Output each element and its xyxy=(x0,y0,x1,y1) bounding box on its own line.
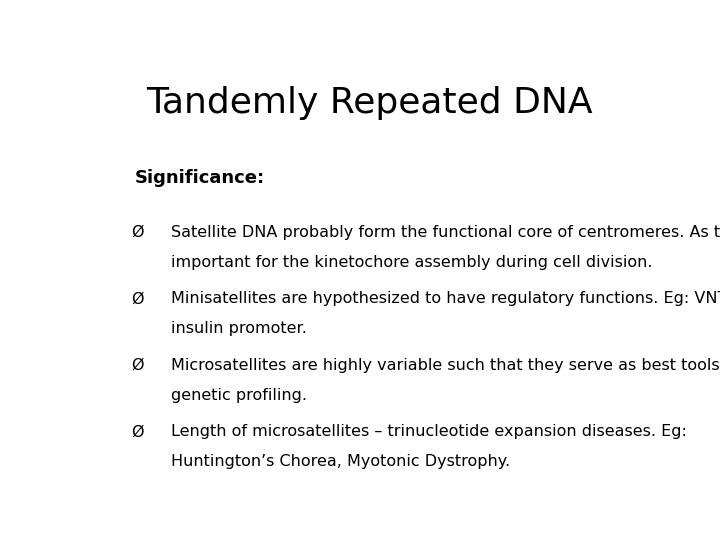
Text: Satellite DNA probably form the functional core of centromeres. As they are: Satellite DNA probably form the function… xyxy=(171,225,720,240)
Text: Huntington’s Chorea, Myotonic Dystrophy.: Huntington’s Chorea, Myotonic Dystrophy. xyxy=(171,454,510,469)
Text: Ø: Ø xyxy=(131,358,144,373)
Text: important for the kinetochore assembly during cell division.: important for the kinetochore assembly d… xyxy=(171,255,652,270)
Text: Ø: Ø xyxy=(131,225,144,240)
Text: insulin promoter.: insulin promoter. xyxy=(171,321,307,336)
Text: genetic profiling.: genetic profiling. xyxy=(171,388,307,403)
Text: Tandemly Repeated DNA: Tandemly Repeated DNA xyxy=(145,85,593,119)
Text: Ø: Ø xyxy=(131,292,144,306)
Text: Microsatellites are highly variable such that they serve as best tools for: Microsatellites are highly variable such… xyxy=(171,358,720,373)
Text: Ø: Ø xyxy=(131,424,144,440)
Text: Minisatellites are hypothesized to have regulatory functions. Eg: VNTR in: Minisatellites are hypothesized to have … xyxy=(171,292,720,306)
Text: Length of microsatellites – trinucleotide expansion diseases. Eg:: Length of microsatellites – trinucleotid… xyxy=(171,424,687,440)
Text: Significance:: Significance: xyxy=(135,168,265,187)
